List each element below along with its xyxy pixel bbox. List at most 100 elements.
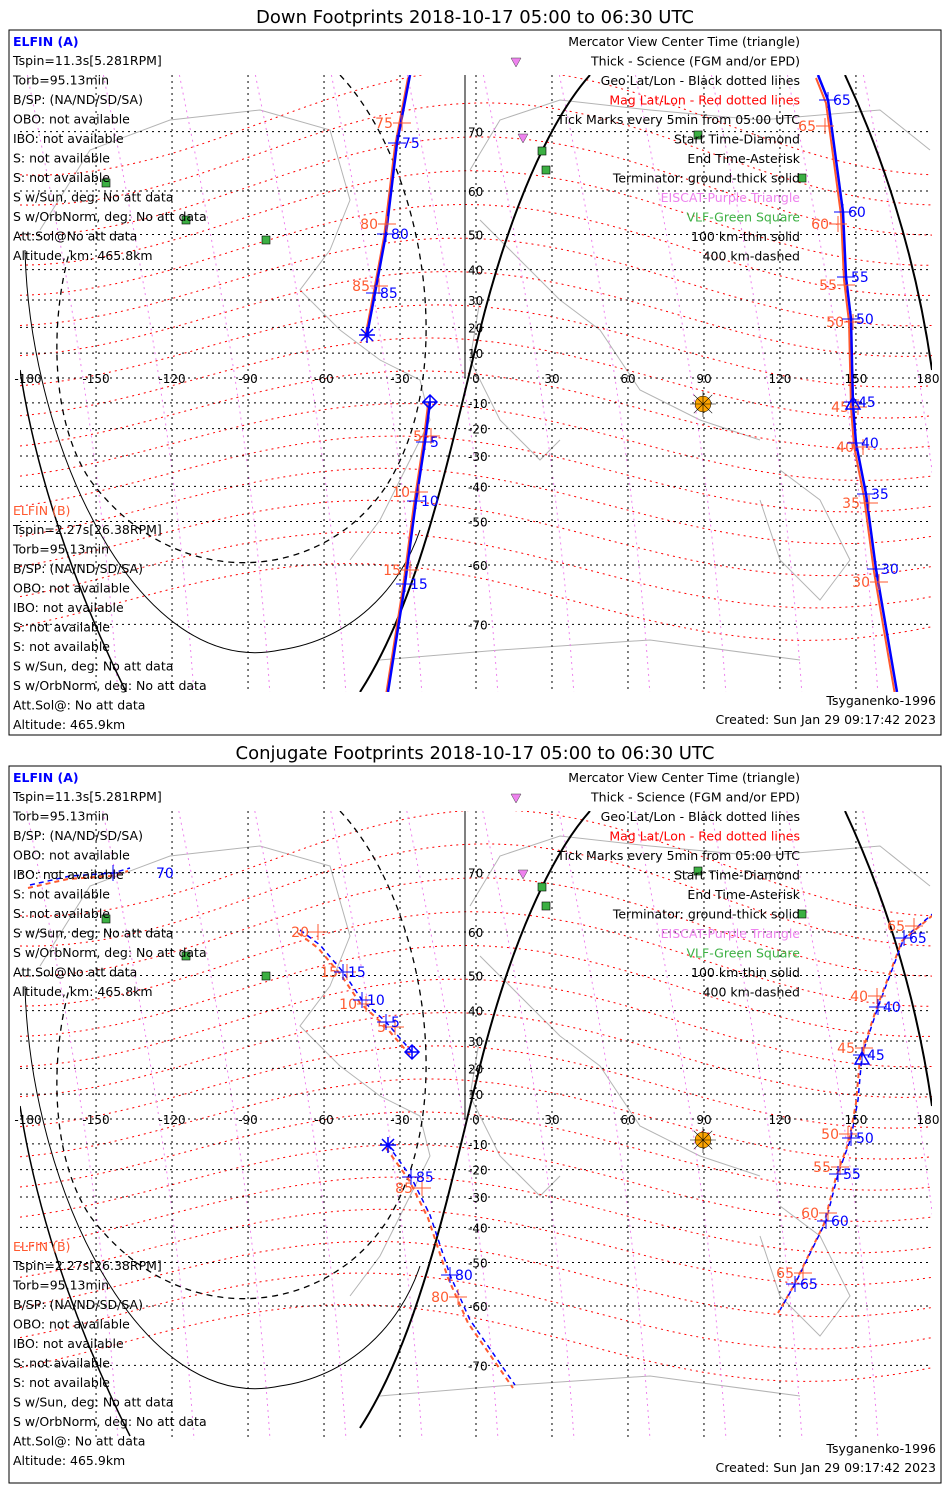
elfin-a-tick-label: 50 xyxy=(856,312,874,328)
elfin-a-tick-label: 5 xyxy=(430,435,439,451)
lat-tick-label: 20 xyxy=(468,1062,483,1076)
elfin-b-tick-label: 55 xyxy=(813,1160,831,1176)
elfin-b-tick-label: 30 xyxy=(852,575,870,591)
elfin-b-info: Torb=95.13min xyxy=(12,542,109,557)
elfin-a-tick xyxy=(104,865,122,881)
elfin-b-tick xyxy=(860,495,878,511)
elfin-b-tick xyxy=(309,924,327,940)
elfin-a-track xyxy=(816,75,899,692)
legend-line: End Time-Asterisk xyxy=(687,887,800,902)
elfin-a-info: OBO: not available xyxy=(13,112,130,127)
lat-tick-label: -30 xyxy=(468,450,488,464)
elfin-a-info: Altitude, km: 465.8km xyxy=(13,984,153,999)
elfin-b-info: S: not available xyxy=(13,1375,110,1390)
panel-title: Down Footprints 2018-10-17 05:00 to 06:3… xyxy=(256,7,694,28)
lon-tick-label: 0 xyxy=(472,1113,480,1127)
elfin-b-tick-label: 10 xyxy=(339,997,357,1013)
elfin-a-tick xyxy=(867,561,885,577)
elfin-b-tick-label: 65 xyxy=(776,1266,794,1282)
elfin-a-info: S w/Sun, deg: No att data xyxy=(13,190,173,205)
elfin-a-tick-label: 75 xyxy=(402,136,420,152)
eiscat-triangle-icon xyxy=(510,793,522,804)
elfin-b-tick xyxy=(905,918,923,934)
center-triangle-icon xyxy=(844,395,862,410)
elfin-b-info: OBO: not available xyxy=(13,1317,130,1332)
elfin-b-tick-label: 65 xyxy=(887,919,905,935)
lon-tick-label: 120 xyxy=(769,1113,792,1127)
elfin-a-tick xyxy=(402,1169,420,1185)
terminator-ground xyxy=(359,811,591,1429)
legend-line: Mag Lat/Lon - Red dotted lines xyxy=(609,829,800,844)
terminator-400km xyxy=(56,811,427,1300)
coastline xyxy=(39,845,431,1297)
elfin-a-info: Torb=95.13min xyxy=(12,809,109,824)
elfin-b-tick xyxy=(870,574,888,590)
legend-line: Terminator: ground-thick solid xyxy=(612,171,800,186)
elfin-b-tick-label: 5 xyxy=(377,1020,386,1036)
legend-line: End Time-Asterisk xyxy=(687,151,800,166)
elfin-b-tick xyxy=(413,1180,431,1196)
elfin-b-tick xyxy=(816,118,834,134)
coastline xyxy=(379,1375,801,1397)
elfin-a-tick-label: 65 xyxy=(800,1277,818,1293)
mag-lat-line xyxy=(20,102,932,206)
elfin-a-info: Altitude, km: 465.8km xyxy=(13,248,153,263)
elfin-b-info: S w/OrbNorm, deg: No att data xyxy=(13,1414,207,1429)
elfin-a-info: Torb=95.13min xyxy=(12,73,109,88)
elfin-a-tick-label: 15 xyxy=(348,965,366,981)
elfin-a-info: Att.Sol@No att data xyxy=(13,965,137,980)
lat-tick-label: -70 xyxy=(468,618,488,632)
elfin-b-track xyxy=(385,1147,514,1389)
lon-tick-label: 90 xyxy=(696,1113,711,1127)
elfin-a-tick xyxy=(366,285,384,301)
mag-lon-line xyxy=(178,75,271,692)
legend-line: Start Time-Diamond xyxy=(674,132,800,147)
lat-tick-label: -10 xyxy=(468,1138,488,1152)
mag-lat-line xyxy=(20,403,932,481)
elfin-a-info: S: not available xyxy=(13,170,110,185)
legend-line: Start Time-Diamond xyxy=(674,868,800,883)
elfin-a-tick-label: 50 xyxy=(856,1131,874,1147)
start-diamond-icon xyxy=(421,393,439,411)
lat-tick-label: 30 xyxy=(468,294,483,308)
model-label: Tsyganenko-1996 xyxy=(825,693,936,708)
mag-lat-line xyxy=(20,1304,932,1382)
elfin-b-info: OBO: not available xyxy=(13,581,130,596)
coastline xyxy=(469,835,931,907)
lat-tick-label: -50 xyxy=(468,516,488,530)
lat-tick-label: -50 xyxy=(468,1257,488,1271)
mag-lon-line xyxy=(26,75,119,692)
elfin-a-info: Tspin=11.3s[5.281RPM] xyxy=(12,789,162,804)
mag-lat-line xyxy=(20,75,932,176)
elfin-b-track xyxy=(385,404,429,692)
elfin-b-tick-label: 50 xyxy=(826,315,844,331)
lat-tick-label: -70 xyxy=(468,1359,488,1373)
lat-tick-label: 30 xyxy=(468,1035,483,1049)
lat-tick-label: 70 xyxy=(468,867,483,881)
elfin-a-info: IBO: not available xyxy=(13,867,124,882)
elfin-a-tick-label: 85 xyxy=(380,286,398,302)
elfin-a-tick-label: 85 xyxy=(416,1170,434,1186)
lon-tick-label: -90 xyxy=(238,1113,258,1127)
end-asterisk-icon xyxy=(359,327,375,343)
elfin-b-tick xyxy=(401,562,419,578)
elfin-a-tick-label: 80 xyxy=(455,1268,473,1284)
elfin-a-name: ELFIN (A) xyxy=(13,770,79,785)
elfin-a-track xyxy=(29,867,131,886)
elfin-b-tick-label: 35 xyxy=(842,496,860,512)
lat-tick-label: -20 xyxy=(468,423,488,437)
elfin-b-tick-label: 15 xyxy=(383,563,401,579)
lat-tick-label: 50 xyxy=(468,969,483,983)
elfin-a-tick-label: 45 xyxy=(867,1048,885,1064)
elfin-b-tick-label: 40 xyxy=(836,440,854,456)
lon-tick-label: -60 xyxy=(314,372,334,386)
legend-line: Mercator View Center Time (triangle) xyxy=(568,770,800,785)
elfin-a-tick-label: 40 xyxy=(883,1000,901,1016)
elfin-a-tick xyxy=(441,1267,459,1283)
mag-lon-line xyxy=(786,75,879,692)
elfin-a-track xyxy=(387,1144,516,1386)
elfin-b-tick-label: 40 xyxy=(850,989,868,1005)
legend-line: EISCAT-Purple Triangle xyxy=(661,190,801,205)
lat-tick-label: 40 xyxy=(468,1005,483,1019)
